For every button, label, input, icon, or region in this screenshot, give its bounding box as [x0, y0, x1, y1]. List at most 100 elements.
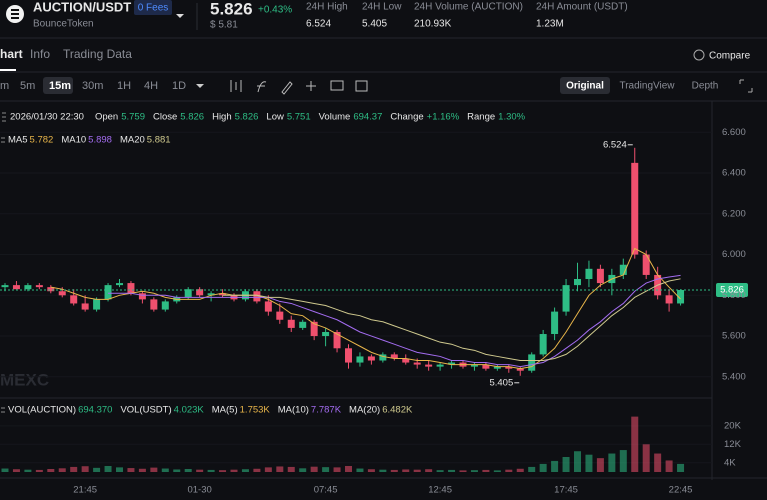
candle-body: [24, 285, 32, 290]
view[interactable]: Original: [566, 81, 604, 92]
camera-icon[interactable]: [330, 80, 344, 91]
y-tick-label: 5.600: [722, 331, 746, 342]
volume-bar: [333, 467, 341, 472]
compare[interactable]: Compare: [709, 51, 751, 62]
volume-legend-name: VOL(USDT): [120, 405, 171, 416]
interval[interactable]: 30m: [82, 80, 103, 92]
view[interactable]: Depth: [692, 81, 719, 92]
view[interactable]: TradingView: [619, 81, 675, 92]
volume-legend-value: 1.753K: [240, 405, 271, 416]
indicator-icon[interactable]: [257, 81, 267, 93]
tool-icons: [230, 80, 368, 95]
volume-bar: [150, 467, 158, 472]
candle-body: [390, 354, 398, 359]
interval[interactable]: 1H: [117, 80, 131, 92]
last-price-box: [716, 283, 748, 298]
candle-body: [138, 293, 146, 300]
x-tick-label: 21:45: [73, 485, 97, 496]
volume-bar: [642, 444, 650, 472]
volume-bar: [493, 470, 501, 472]
candle-icon[interactable]: [230, 80, 242, 92]
legend-name: MA20: [120, 135, 145, 146]
volume-bar: [1, 468, 9, 472]
compare-icon[interactable]: [693, 49, 705, 61]
volume-legend-value: 6.482K: [382, 405, 413, 416]
candle-body: [413, 362, 421, 365]
info-label: High: [212, 112, 232, 123]
volume-bar: [241, 469, 249, 472]
legend-icon: [1, 407, 5, 413]
volume-bar: [207, 469, 215, 472]
volume-bar: [585, 454, 593, 472]
tab[interactable]: Info: [30, 47, 50, 61]
candle-body: [516, 368, 524, 371]
volume-bar: [665, 460, 673, 472]
candle-body: [264, 301, 272, 312]
volume-bar: [619, 450, 627, 472]
pair-dropdown[interactable]: [176, 14, 184, 18]
candle-body: [47, 287, 55, 292]
candle-body: [310, 321, 318, 337]
volume-bar: [425, 469, 433, 472]
candle-body: [436, 364, 444, 367]
volume-bar: [116, 467, 123, 472]
volume-bar: [287, 466, 295, 472]
view-active-bg: [560, 77, 610, 94]
stat-value: 210.93K: [414, 19, 452, 30]
y-tick-label: 6.600: [722, 127, 746, 138]
price-usd: $ 5.81: [210, 20, 238, 31]
interval-dropdown[interactable]: [196, 84, 204, 88]
tab[interactable]: hart: [0, 47, 23, 61]
volume-legend-name: MA(20): [349, 405, 380, 416]
volume-bar: [173, 469, 181, 472]
info-label: 2026/01/30 22:30: [10, 112, 84, 123]
fullscreen-icon[interactable]: [739, 79, 753, 93]
interval[interactable]: 4H: [144, 80, 158, 92]
share-icon[interactable]: [355, 80, 368, 92]
interval[interactable]: 1D: [172, 80, 186, 92]
volume-bar: [356, 468, 364, 472]
candle-body: [551, 311, 559, 335]
interval[interactable]: 5m: [20, 80, 35, 92]
volume-bar: [596, 458, 604, 472]
draw-icon[interactable]: [281, 81, 293, 95]
volume-bar: [264, 467, 272, 472]
x-tick-label: 17:45: [554, 485, 578, 496]
volume-bar: [276, 466, 284, 472]
tab[interactable]: Trading Data: [63, 47, 132, 61]
fee-badge: [134, 0, 172, 15]
y-tick-label: 20K: [724, 420, 742, 431]
volume-bar: [161, 468, 169, 472]
candle-body: [505, 366, 513, 369]
candle-body: [482, 364, 490, 369]
info-value: +1.16%: [427, 112, 460, 123]
pair[interactable]: AUCTION/USDT: [33, 0, 131, 14]
volume-bar: [127, 468, 135, 472]
interval[interactable]: m: [0, 80, 9, 92]
legend-value: 5.881: [147, 135, 171, 146]
volume-bar: [608, 453, 616, 472]
tab-underline: [0, 69, 16, 71]
y-tick-label: 6.400: [722, 168, 746, 179]
interval[interactable]: 15m: [49, 80, 71, 92]
x-tick-label: 22:45: [669, 485, 693, 496]
ma-line: [50, 247, 681, 370]
volume-bar: [310, 466, 318, 472]
logo-mark: [11, 9, 19, 19]
y-tick-label: 12K: [724, 439, 742, 450]
y-tick-label: 6.200: [722, 208, 746, 219]
info-value: 5.826: [235, 112, 259, 123]
volume-bar: [562, 457, 570, 472]
volume-legend-name: VOL(AUCTION): [8, 405, 76, 416]
stat-label: 24H Volume (AUCTION): [414, 2, 523, 13]
settings-icon[interactable]: [306, 81, 316, 91]
candle-body: [35, 285, 43, 288]
candle-body: [470, 364, 478, 367]
legend-value: 5.782: [30, 135, 54, 146]
volume-bar: [516, 468, 524, 472]
candle-body: [379, 354, 387, 361]
x-tick-label: 07:45: [314, 485, 338, 496]
y-tick-label: 5.400: [722, 371, 746, 382]
stat-label: 24H Amount (USDT): [536, 2, 628, 13]
candle-body: [127, 283, 135, 294]
